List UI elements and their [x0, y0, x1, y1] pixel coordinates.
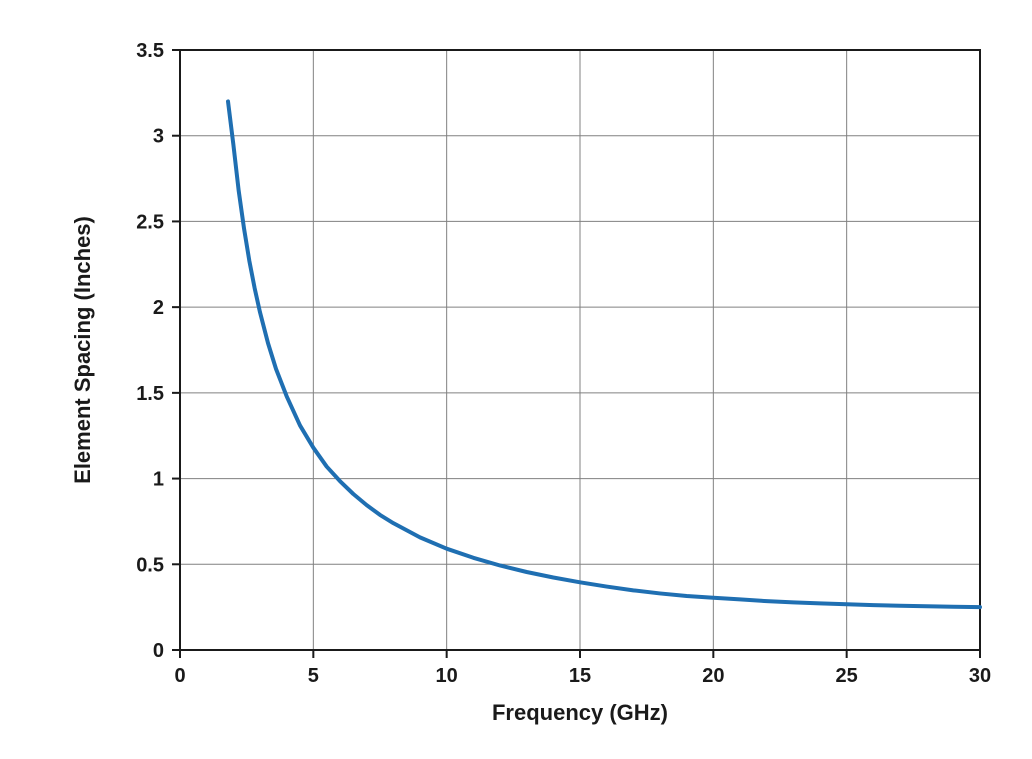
- y-tick-label: 1: [153, 469, 164, 491]
- y-tick-label: 2: [153, 297, 164, 319]
- line-chart: 0 5 10 15 20 25 30 0 0.5 1 1.5 2 2.5 3 3.5 Frequency (G…: [0, 0, 1032, 759]
- y-tick-label: 1.5: [136, 383, 164, 405]
- x-tick-label: 20: [702, 665, 724, 687]
- x-tick-label: 10: [436, 665, 458, 687]
- y-tick-label: 2.5: [136, 211, 164, 233]
- y-tick-label: 0: [153, 640, 164, 662]
- y-tick-label: 3: [153, 126, 164, 148]
- chart-svg: 0 5 10 15 20 25 30 0 0.5 1 1.5 2 2.5 3 3.5 Frequency (G…: [0, 0, 1032, 759]
- x-axis-label: Frequency (GHz): [492, 700, 668, 725]
- y-tick-label: 3.5: [136, 40, 164, 62]
- x-tick-label: 15: [569, 665, 591, 687]
- x-tick-label: 30: [969, 665, 991, 687]
- x-tick-label: 5: [308, 665, 319, 687]
- y-tick-label: 0.5: [136, 554, 164, 576]
- x-tick-label: 25: [836, 665, 858, 687]
- x-tick-label: 0: [174, 665, 185, 687]
- y-axis-label: Element Spacing (Inches): [70, 216, 95, 484]
